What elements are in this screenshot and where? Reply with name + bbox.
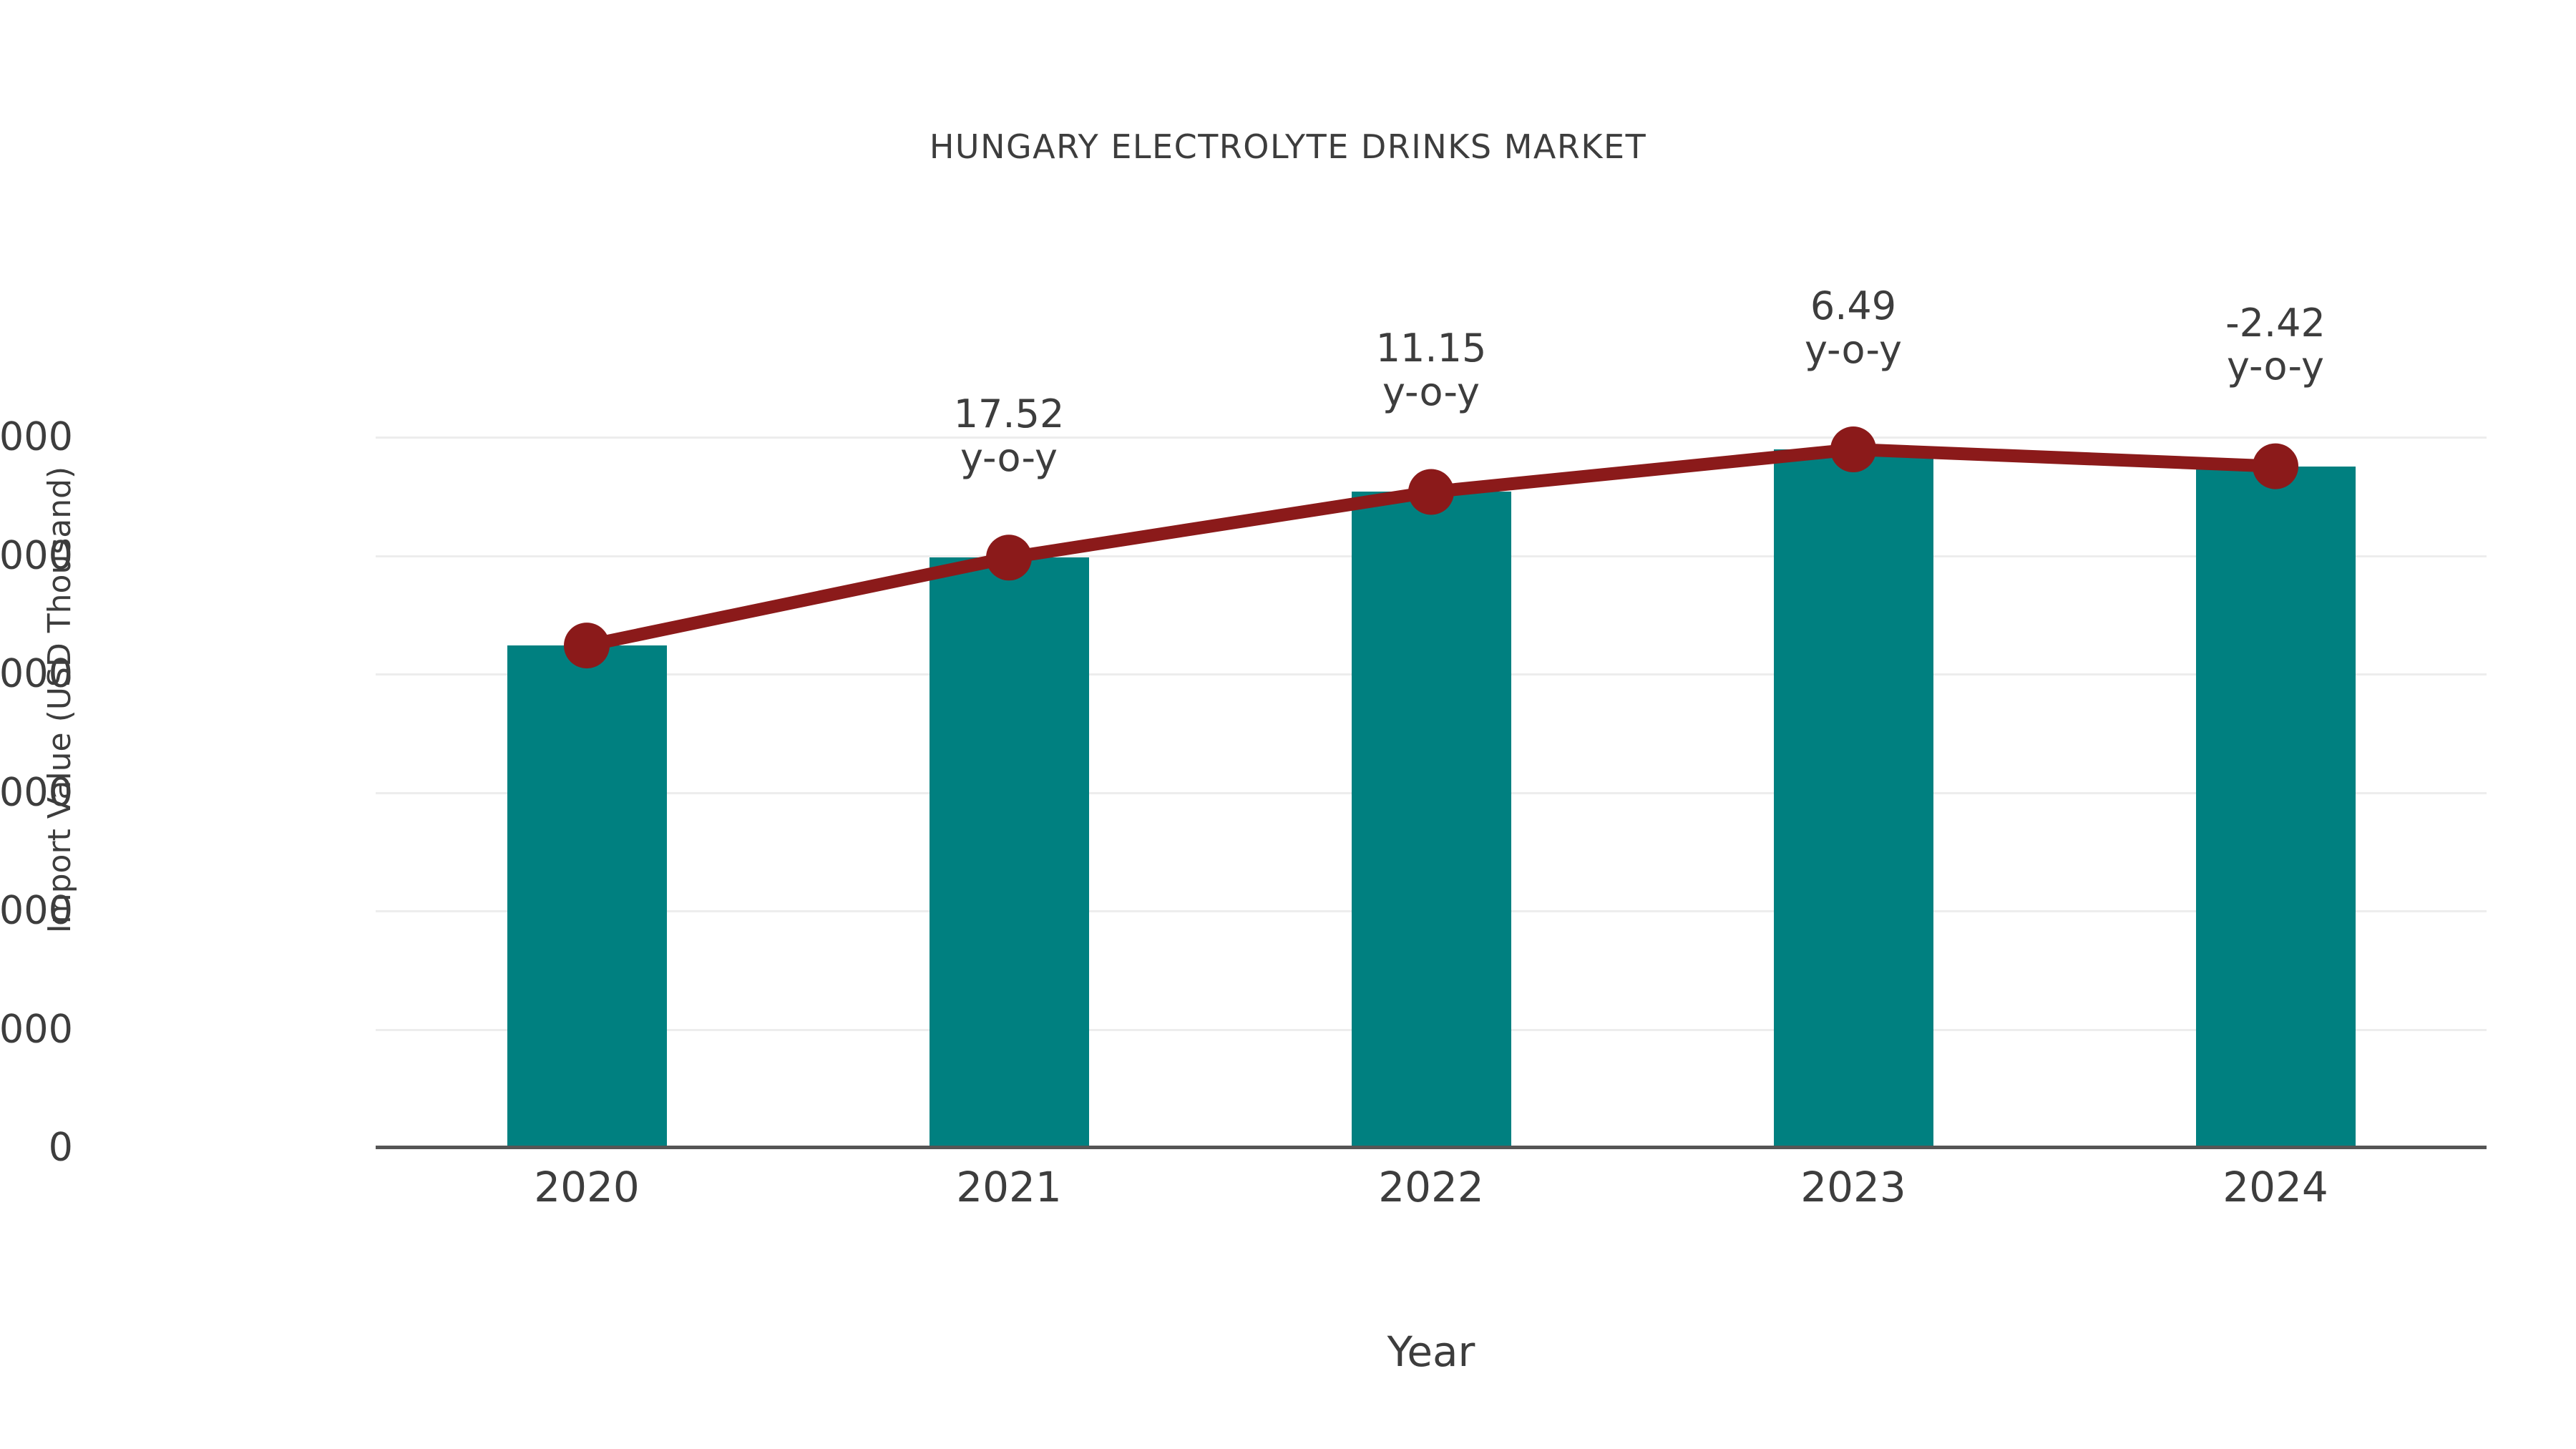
yoy-annotation: -2.42 y-o-y [2225,300,2326,389]
yoy-annotation: 6.49 y-o-y [1804,283,1903,372]
x-axis-tick-label: 2020 [534,1163,640,1211]
y-axis-tick-label: 40000 [0,887,73,933]
bar[interactable] [2195,466,2356,1147]
plot-area [376,436,2487,1149]
x-axis-tick-label: 2022 [1378,1163,1484,1211]
y-axis-tick-label: 60000 [0,769,73,814]
y-axis-tick-label: 80000 [0,650,73,696]
x-axis-tick-label: 2024 [2223,1163,2328,1211]
bar[interactable] [507,645,667,1147]
x-axis-tick-label: 2023 [1800,1163,1906,1211]
x-axis-title: Year [1387,1327,1475,1376]
y-axis-tick-label: 120000 [0,414,73,459]
bar[interactable] [929,557,1089,1147]
y-axis-tick-label: 0 [48,1124,73,1170]
yoy-annotation: 17.52 y-o-y [953,391,1065,480]
gridline [376,436,2487,439]
x-axis-line [376,1146,2487,1149]
y-axis-tick-label: 20000 [0,1006,73,1051]
yoy-annotation: 11.15 y-o-y [1375,326,1487,414]
bar[interactable] [1773,449,1933,1147]
bar[interactable] [1351,492,1511,1147]
y-axis-tick-label: 100000 [0,532,73,577]
x-axis-tick-label: 2021 [956,1163,1062,1211]
chart-title: HUNGARY ELECTROLYTE DRINKS MARKET [929,127,1647,166]
